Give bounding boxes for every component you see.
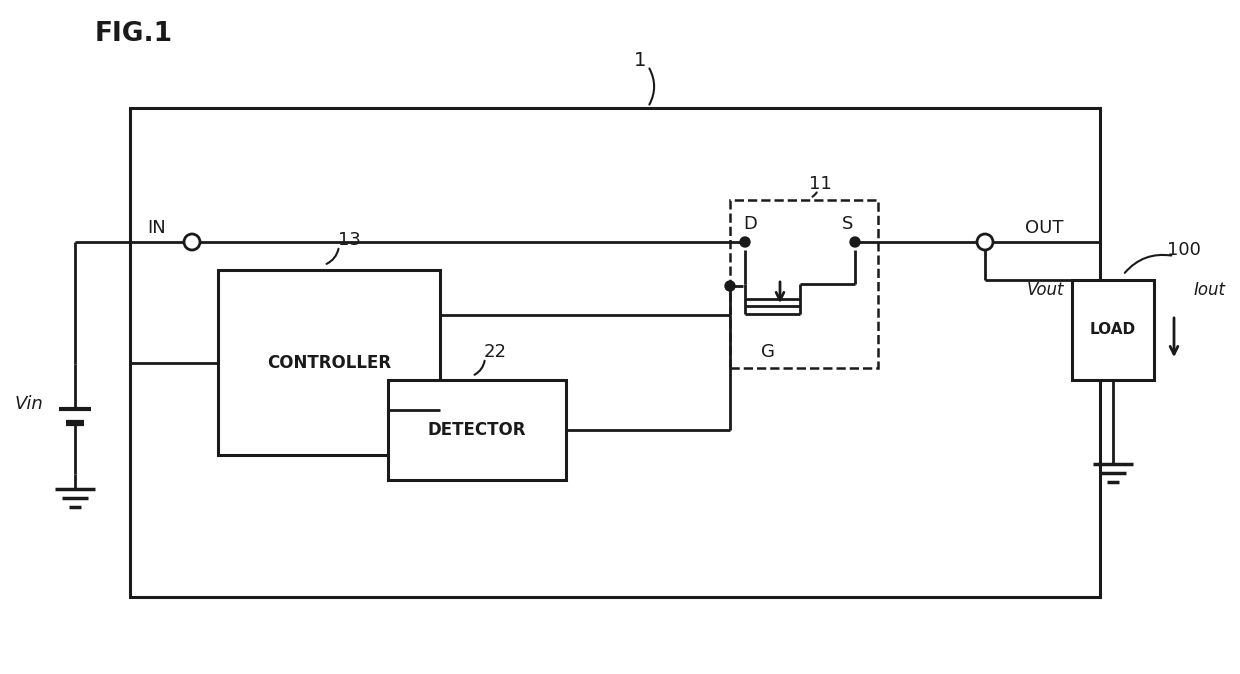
Text: 13: 13: [337, 231, 361, 249]
Text: D: D: [743, 215, 756, 233]
Circle shape: [184, 234, 200, 250]
Text: G: G: [761, 343, 775, 361]
Text: 100: 100: [1167, 241, 1200, 259]
Text: Vin: Vin: [14, 395, 43, 413]
Bar: [130, 108, 1100, 597]
Text: IN: IN: [148, 219, 166, 237]
Circle shape: [725, 281, 735, 291]
Text: LOAD: LOAD: [1090, 322, 1136, 338]
Circle shape: [740, 237, 750, 247]
Bar: [218, 270, 440, 455]
Text: Iout: Iout: [1194, 281, 1226, 299]
Circle shape: [849, 237, 861, 247]
Text: DETECTOR: DETECTOR: [428, 421, 526, 439]
Text: Vout: Vout: [1027, 281, 1064, 299]
Text: FIG.1: FIG.1: [95, 21, 174, 47]
Text: CONTROLLER: CONTROLLER: [267, 353, 391, 371]
Bar: [1073, 280, 1154, 380]
Text: OUT: OUT: [1025, 219, 1064, 237]
Text: S: S: [842, 215, 853, 233]
Text: 22: 22: [484, 343, 506, 361]
Text: 11: 11: [808, 175, 831, 193]
Text: 1: 1: [634, 51, 646, 69]
Bar: [388, 380, 565, 480]
Bar: [730, 200, 878, 368]
Circle shape: [977, 234, 993, 250]
